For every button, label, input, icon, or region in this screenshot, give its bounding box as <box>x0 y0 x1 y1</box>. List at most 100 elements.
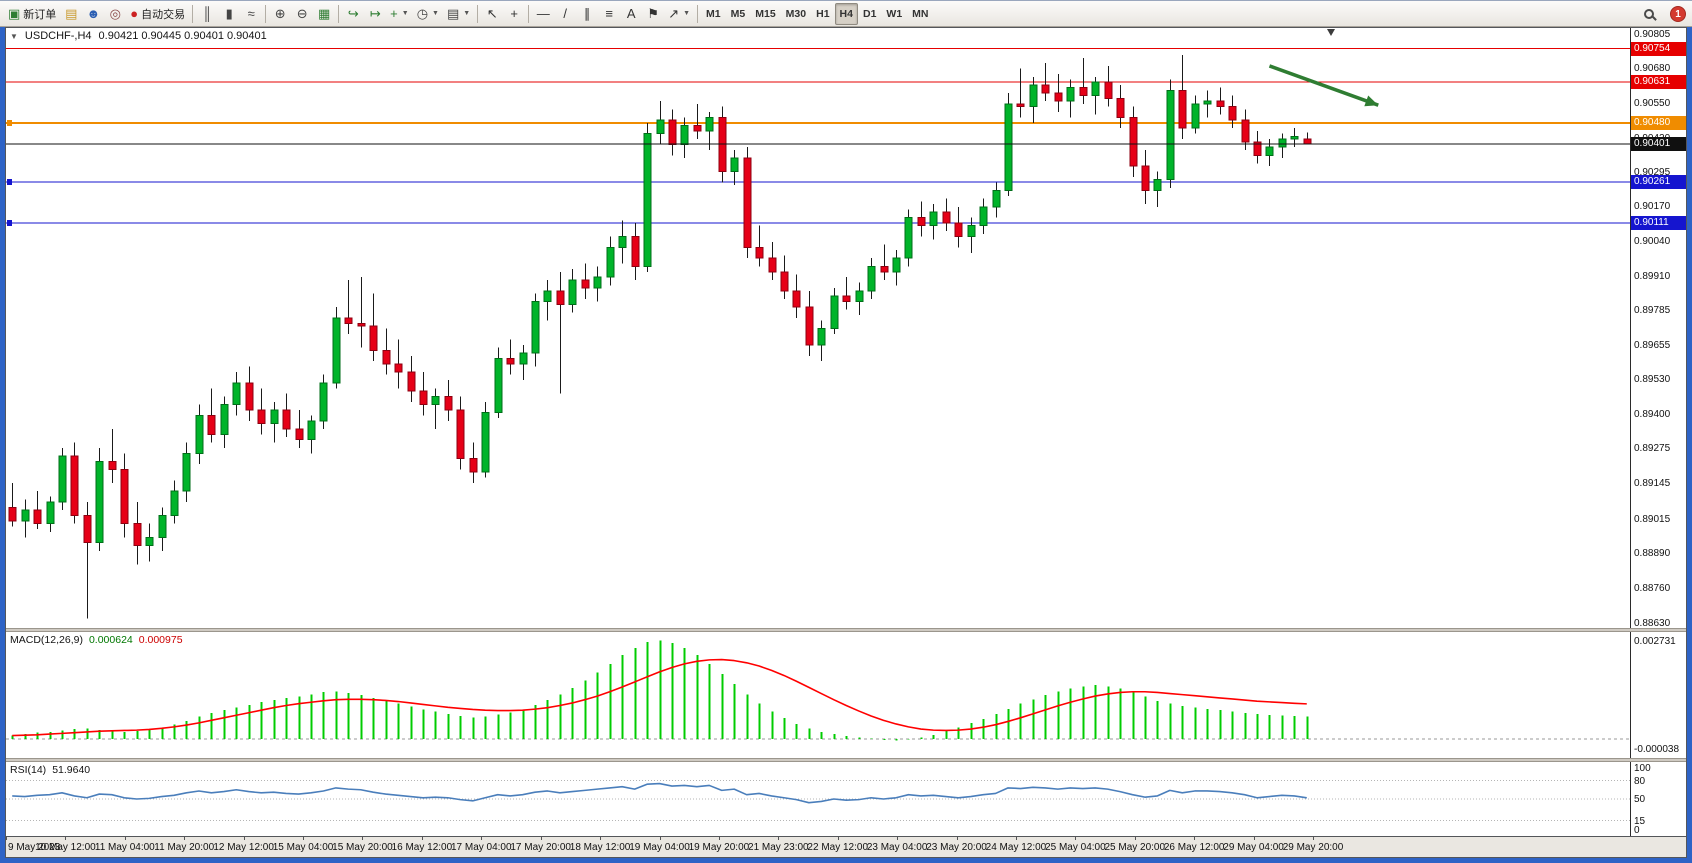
crosshair-button[interactable]: + <box>503 3 525 25</box>
auto-scroll-button[interactable]: ↪ <box>342 3 364 25</box>
chart-workspace: ▼ USDCHF-,H4 0.90421 0.90445 0.90401 0.9… <box>5 27 1687 858</box>
macd-main-value: 0.000624 <box>88 634 133 646</box>
history-center-button[interactable]: ▤ <box>60 3 82 25</box>
periods-button[interactable]: ◷ ▼ <box>413 3 443 25</box>
macd-axis[interactable]: 0.002731 -0.000038 <box>1630 632 1686 758</box>
toolbar-separator <box>477 4 479 23</box>
tf-m15-button[interactable]: M15 <box>750 3 780 25</box>
price-axis[interactable]: 0.908050.906800.905500.904200.902950.901… <box>1630 28 1686 629</box>
tf-mn-button-label: MN <box>912 7 929 20</box>
autotrading-button[interactable]: ● 自动交易 <box>126 3 189 25</box>
arrow-tools-button[interactable]: ↗ ▼ <box>664 3 694 25</box>
candlestick-chart-icon: ▮ <box>225 6 233 21</box>
collapse-arrow-icon[interactable]: ▼ <box>10 31 18 41</box>
indicators-button-dropdown-icon[interactable]: ▼ <box>401 10 409 17</box>
cursor-icon: ↖ <box>486 6 498 21</box>
search-button[interactable] <box>1638 3 1660 25</box>
templates-button-dropdown-icon[interactable]: ▼ <box>463 10 471 17</box>
fibonacci-button[interactable]: ≡ <box>598 3 620 25</box>
horizontal-line-button[interactable]: — <box>532 3 554 25</box>
toolbar-separator <box>192 4 194 23</box>
market-watch-button[interactable]: ◎ <box>104 3 126 25</box>
rsi-axis-tick: 50 <box>1634 794 1646 805</box>
tf-h1-button[interactable]: H1 <box>811 3 834 25</box>
navigator-icon: ☻ <box>86 6 101 21</box>
tf-d1-button[interactable]: D1 <box>858 3 881 25</box>
time-axis-label: 10 May 12:00 <box>35 842 96 853</box>
tf-m1-button[interactable]: M1 <box>701 3 726 25</box>
time-axis-label: 29 May 04:00 <box>1223 842 1284 853</box>
tf-h4-button[interactable]: H4 <box>834 2 858 25</box>
rsi-axis[interactable]: 100 80 50 15 0 <box>1630 762 1686 836</box>
zoom-out-button[interactable]: ⊖ <box>291 3 313 25</box>
bar-chart-icon: ║ <box>202 6 212 21</box>
notification-badge[interactable]: 1 <box>1670 6 1686 22</box>
cursor-button[interactable]: ↖ <box>481 3 503 25</box>
time-axis-tick <box>124 837 126 840</box>
tf-w1-button[interactable]: W1 <box>881 3 907 25</box>
time-axis-label: 15 May 20:00 <box>332 842 393 853</box>
time-axis-label: 15 May 04:00 <box>272 842 334 853</box>
time-axis-tick <box>184 837 186 840</box>
tf-m5-button[interactable]: M5 <box>726 3 751 25</box>
fibonacci-icon: ≡ <box>605 6 613 21</box>
arrow-tools-button-dropdown-icon[interactable]: ▼ <box>683 10 691 17</box>
price-badge: 0.90480 <box>1631 115 1686 130</box>
price-chart-svg <box>6 29 1630 619</box>
periods-button-dropdown-icon[interactable]: ▼ <box>432 10 439 17</box>
panel-splitter-1[interactable] <box>6 628 1686 632</box>
crosshair-icon: + <box>510 6 518 21</box>
tf-mn-button[interactable]: MN <box>907 3 933 25</box>
time-axis-label: 19 May 04:00 <box>629 842 690 853</box>
price-axis-tick: 0.88630 <box>1634 617 1671 629</box>
time-axis-label: 23 May 20:00 <box>926 842 987 853</box>
line-chart-button[interactable]: ≈ <box>240 3 262 25</box>
templates-button[interactable]: ▤ ▼ <box>443 3 474 25</box>
tile-windows-button[interactable]: ▦ <box>313 3 335 25</box>
text-button[interactable]: A <box>620 3 642 25</box>
time-axis[interactable]: 9 May 2023 10 May 12:00 11 May 04:00 11 May… <box>6 836 1686 857</box>
time-axis-tick <box>600 837 602 840</box>
price-axis-tick: 0.89530 <box>1634 374 1671 386</box>
trendline-button[interactable]: / <box>554 3 576 25</box>
tf-m30-button-label: M30 <box>785 7 807 20</box>
time-axis-tick <box>837 837 839 840</box>
price-axis-tick: 0.88760 <box>1634 582 1671 594</box>
trend-arrow-annotation[interactable] <box>1268 64 1379 107</box>
channel-icon: ∥ <box>583 6 591 21</box>
macd-plot[interactable]: MACD(12,26,9) 0.000624 0.000975 <box>6 632 1630 758</box>
chart-title: ▼ USDCHF-,H4 0.90421 0.90445 0.90401 0.9… <box>10 30 267 42</box>
chart-shift-marker-icon[interactable] <box>1327 29 1335 36</box>
toolbar-separator <box>528 4 530 23</box>
symbol-period-label: USDCHF-,H4 <box>24 30 92 42</box>
templates-icon: ▤ <box>446 6 460 21</box>
text-label-button[interactable]: ⚑ <box>642 3 664 25</box>
candlestick-chart-button[interactable]: ▮ <box>218 3 240 25</box>
text-label-icon: ⚑ <box>647 6 660 21</box>
time-axis-label: 16 May 12:00 <box>391 842 453 853</box>
panel-splitter-2[interactable] <box>6 758 1686 762</box>
chart-shift-button[interactable]: ↦ <box>364 3 386 25</box>
time-axis-label: 22 May 12:00 <box>807 842 869 853</box>
ohlc-values: 0.90421 0.90445 0.90401 0.90401 <box>98 30 267 42</box>
toolbar-separator <box>338 4 340 23</box>
toolbar-separator <box>265 4 267 23</box>
indicators-button[interactable]: + ▼ <box>386 3 413 25</box>
channel-button[interactable]: ∥ <box>576 3 598 25</box>
bar-chart-button[interactable]: ║ <box>196 3 218 25</box>
new-order-button[interactable]: ▣ 新订单 <box>4 3 60 25</box>
rsi-axis-tick: 0 <box>1634 824 1640 836</box>
autotrading-icon: ● <box>130 6 139 21</box>
macd-title: MACD(12,26,9) 0.000624 0.000975 <box>10 634 183 646</box>
rsi-value: 51.9640 <box>52 764 91 776</box>
tf-m15-button-label: M15 <box>755 7 776 20</box>
price-axis-tick: 0.89785 <box>1634 305 1671 317</box>
navigator-button[interactable]: ☻ <box>82 3 104 25</box>
time-axis-label: 19 May 20:00 <box>688 842 750 853</box>
price-chart-plot[interactable]: ▼ USDCHF-,H4 0.90421 0.90445 0.90401 0.9… <box>6 28 1630 628</box>
price-axis-tick: 0.89015 <box>1634 513 1671 525</box>
periods-icon: ◷ <box>416 6 429 21</box>
tf-m30-button[interactable]: M30 <box>781 3 811 25</box>
zoom-in-button[interactable]: ⊕ <box>269 3 291 25</box>
rsi-plot[interactable]: RSI(14) 51.9640 <box>6 762 1630 836</box>
